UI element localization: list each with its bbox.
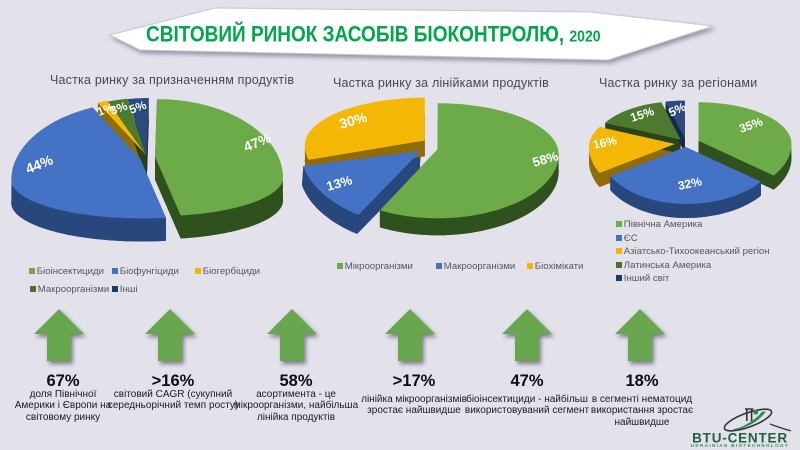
svg-text:UKRAINIAN BIOTECHNOLOGY: UKRAINIAN BIOTECHNOLOGY bbox=[691, 443, 790, 448]
svg-text:3%: 3% bbox=[108, 99, 129, 118]
svg-text:30%: 30% bbox=[337, 109, 369, 132]
svg-text:58%: 58% bbox=[531, 148, 561, 170]
svg-text:BTU-CENTER: BTU-CENTER bbox=[692, 431, 788, 446]
svg-text:16%: 16% bbox=[592, 133, 619, 152]
svg-text:1%: 1% bbox=[96, 102, 116, 119]
svg-text:13%: 13% bbox=[325, 172, 355, 194]
svg-text:32%: 32% bbox=[677, 174, 704, 193]
svg-text:5%: 5% bbox=[127, 98, 148, 117]
svg-text:5%: 5% bbox=[666, 100, 688, 120]
